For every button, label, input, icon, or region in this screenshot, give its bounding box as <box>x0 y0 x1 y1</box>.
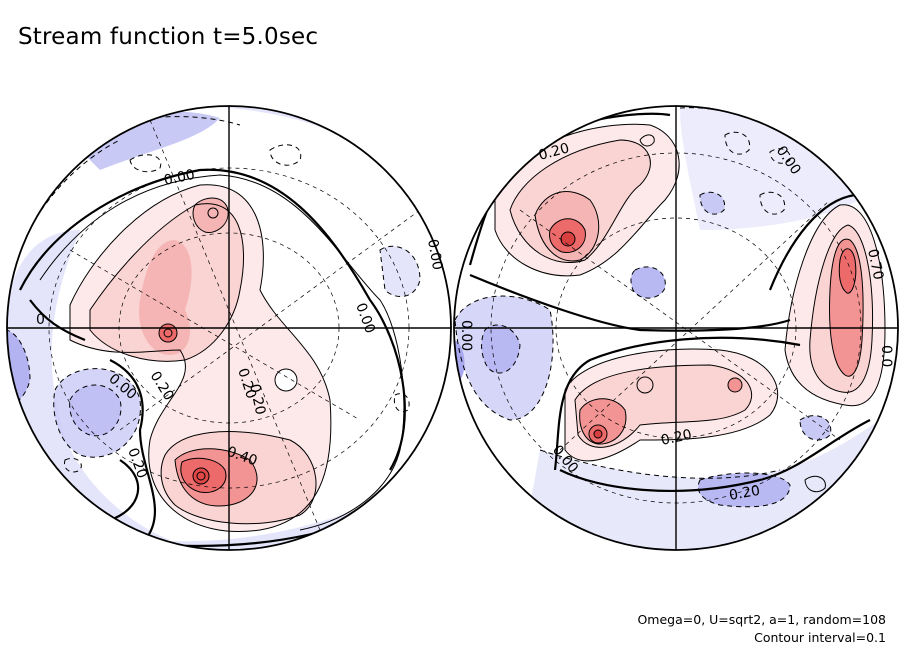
right-negative-region-leftcore <box>481 325 520 374</box>
right-shading <box>454 106 898 550</box>
contour-label: 0.20 <box>537 140 571 164</box>
right-positive-0-5 <box>561 232 575 246</box>
contour-label: 0.20 <box>660 427 694 449</box>
right-negative-region-top <box>680 107 860 230</box>
contour-interval-footer: Contour interval=0.1 <box>754 630 886 645</box>
contour-label: 0.20 <box>246 383 268 417</box>
parameters-footer: Omega=0, U=sqrt2, a=1, random=108 <box>637 612 886 627</box>
left-hemisphere <box>6 105 452 551</box>
contour-label: 0.0 <box>878 345 894 367</box>
right-positive-mid-side <box>728 378 742 392</box>
left-positive-0-3-top <box>193 198 229 233</box>
chart-title: Stream function t=5.0sec <box>18 24 319 50</box>
left-white-spot <box>274 368 298 392</box>
right-negative-region-center <box>630 266 666 299</box>
contour-label: 0.70 <box>864 248 886 282</box>
right-positive-mid-5 <box>594 430 602 438</box>
right-hemisphere <box>453 105 899 551</box>
right-positive-right-4 <box>839 248 856 294</box>
contour-label: 0.00 <box>458 320 474 351</box>
contour-label: 0.00 <box>163 167 197 189</box>
right-negative-region-upper <box>700 192 725 215</box>
right-negative-region-bottomcore <box>698 473 790 507</box>
contour-label: 0.00 <box>424 238 445 271</box>
left-positive-0-3 <box>139 240 192 355</box>
left-negative-region-right <box>380 246 420 297</box>
left-positive-0-5 <box>193 468 209 484</box>
left-contours-solid <box>39 174 405 532</box>
left-negative-region-lefthalo <box>53 368 141 458</box>
contour-label: 0 <box>36 312 45 328</box>
contour-label: 0.20 <box>728 483 761 504</box>
